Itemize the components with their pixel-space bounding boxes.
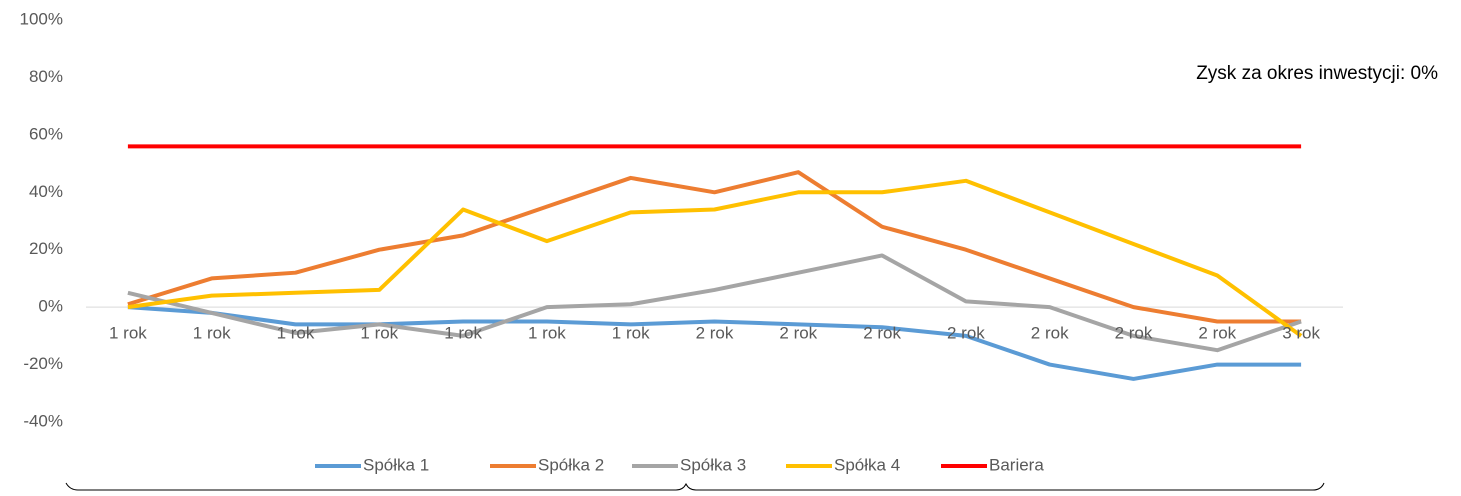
- legend-label: Spółka 4: [834, 455, 900, 474]
- x-tick-label: 1 rok: [612, 324, 650, 343]
- legend-label: Bariera: [989, 455, 1044, 474]
- x-tick-label: 1 rok: [528, 324, 566, 343]
- x-tick-label: 2 rok: [779, 324, 817, 343]
- series-line: [127, 253, 1302, 353]
- y-tick-label: 20%: [29, 239, 63, 258]
- x-tick-label: 1 rok: [193, 324, 231, 343]
- series-line: [127, 170, 1302, 324]
- x-tick-label: 1 rok: [109, 324, 147, 343]
- y-tick-label: 100%: [20, 9, 63, 28]
- legend-label: Spółka 2: [538, 455, 604, 474]
- x-tick-label: 2 rok: [1031, 324, 1069, 343]
- y-tick-label: -20%: [23, 354, 63, 373]
- y-tick-label: 40%: [29, 182, 63, 201]
- annotation: Zysk za okres inwestycji: 0%: [1196, 63, 1438, 84]
- brace: [65, 482, 1325, 491]
- x-tick-label: 2 rok: [863, 324, 901, 343]
- legend-label: Spółka 3: [680, 455, 746, 474]
- x-tick-label: 3 rok: [1282, 324, 1320, 343]
- y-tick-label: 0%: [38, 297, 63, 316]
- series-line: [127, 305, 1302, 381]
- x-tick-label: 1 rok: [360, 324, 398, 343]
- y-tick-label: 60%: [29, 124, 63, 143]
- y-tick-label: 80%: [29, 67, 63, 86]
- x-tick-label: 2 rok: [947, 324, 985, 343]
- x-tick-label: 2 rok: [1198, 324, 1236, 343]
- legend-label: Spółka 1: [363, 455, 429, 474]
- x-tick-label: 1 rok: [277, 324, 315, 343]
- x-tick-label: 2 rok: [696, 324, 734, 343]
- x-tick-label: 2 rok: [1115, 324, 1153, 343]
- x-tick-label: 1 rok: [444, 324, 482, 343]
- series-line: [127, 178, 1303, 338]
- y-tick-label: -40%: [23, 411, 63, 430]
